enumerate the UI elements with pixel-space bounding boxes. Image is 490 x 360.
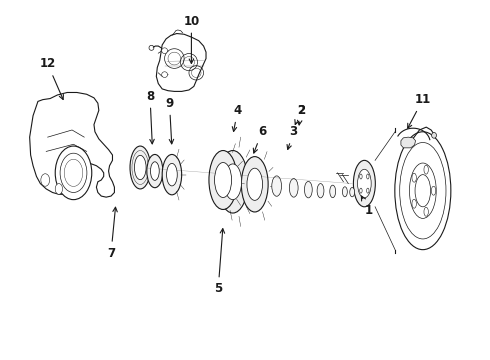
Text: 12: 12 — [40, 57, 63, 99]
Ellipse shape — [432, 132, 437, 138]
Text: 7: 7 — [107, 207, 117, 260]
Ellipse shape — [360, 188, 362, 193]
Polygon shape — [30, 93, 115, 197]
Polygon shape — [401, 137, 416, 148]
Ellipse shape — [242, 157, 268, 212]
Ellipse shape — [412, 199, 416, 208]
Ellipse shape — [130, 146, 150, 189]
Text: 2: 2 — [295, 104, 305, 125]
Ellipse shape — [41, 174, 49, 186]
Ellipse shape — [162, 48, 168, 54]
Text: 2: 2 — [297, 104, 305, 125]
Polygon shape — [156, 33, 206, 91]
Ellipse shape — [360, 174, 362, 179]
Ellipse shape — [247, 168, 263, 201]
Ellipse shape — [367, 174, 369, 179]
Ellipse shape — [395, 132, 451, 249]
Ellipse shape — [289, 179, 298, 197]
Ellipse shape — [209, 150, 237, 210]
Text: 11: 11 — [408, 93, 431, 128]
Text: 10: 10 — [183, 14, 199, 63]
Text: 4: 4 — [232, 104, 242, 131]
Ellipse shape — [343, 187, 347, 197]
Ellipse shape — [150, 162, 159, 180]
Ellipse shape — [224, 164, 242, 200]
Ellipse shape — [55, 146, 92, 200]
Ellipse shape — [167, 163, 177, 186]
Ellipse shape — [424, 207, 428, 216]
Ellipse shape — [412, 173, 416, 182]
Text: 3: 3 — [287, 125, 298, 149]
Text: 9: 9 — [165, 97, 173, 144]
Ellipse shape — [367, 188, 369, 193]
Ellipse shape — [162, 154, 182, 195]
Ellipse shape — [218, 150, 248, 213]
Ellipse shape — [415, 175, 431, 207]
Ellipse shape — [304, 181, 312, 198]
Ellipse shape — [350, 188, 355, 197]
Text: 5: 5 — [214, 229, 224, 296]
Ellipse shape — [353, 160, 375, 207]
Ellipse shape — [134, 156, 146, 180]
Ellipse shape — [317, 184, 324, 198]
Ellipse shape — [147, 154, 163, 188]
Ellipse shape — [358, 169, 371, 198]
Ellipse shape — [431, 186, 436, 195]
Ellipse shape — [55, 184, 63, 194]
Text: 6: 6 — [253, 125, 266, 153]
Text: 1: 1 — [362, 196, 373, 217]
Ellipse shape — [272, 176, 282, 196]
Ellipse shape — [424, 165, 428, 174]
Text: 8: 8 — [146, 90, 154, 144]
Ellipse shape — [162, 72, 168, 77]
Ellipse shape — [215, 162, 232, 198]
Ellipse shape — [330, 185, 336, 198]
